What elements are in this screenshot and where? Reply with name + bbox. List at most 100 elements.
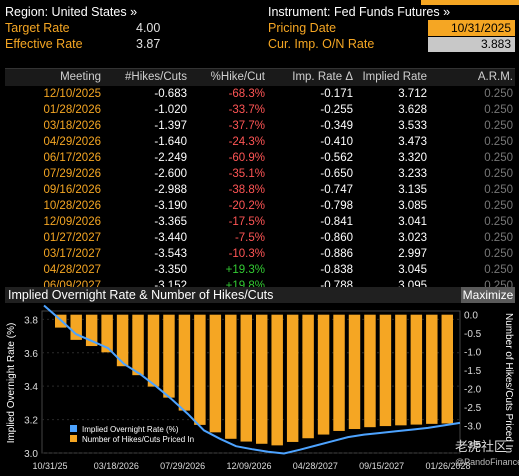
table-cell: 0.250: [484, 184, 513, 196]
table-cell: 2.997: [398, 248, 427, 260]
table-row[interactable]: 10/28/2026 -3.190 -20.2% -0.798 3.085 0.250: [5, 198, 515, 214]
table-cell: -3.190: [154, 200, 187, 212]
chart-title-bar: Implied Overnight Rate & Number of Hikes…: [5, 287, 515, 303]
trade-overrides-banner[interactable]: [421, 0, 519, 5]
chart-bar: [271, 314, 283, 446]
chart-bar: [286, 314, 299, 442]
table-row[interactable]: 07/29/2026 -2.600 -35.1% -0.650 3.233 0.250: [5, 166, 515, 182]
y-left-label: Implied Overnight Rate (%): [6, 323, 17, 444]
table-row[interactable]: 09/16/2026 -2.988 -38.8% -0.747 3.135 0.250: [5, 182, 515, 198]
chart-bar: [410, 314, 423, 425]
table-cell: 3.023: [398, 232, 427, 244]
table-cell: -0.650: [320, 168, 353, 180]
table-cell: -60.9%: [228, 152, 265, 164]
chart-bar: [395, 314, 407, 426]
y-right-tick: -1.0: [464, 348, 482, 359]
table-cell: 0.250: [484, 120, 513, 132]
col-implied-rate[interactable]: Implied Rate: [362, 71, 427, 83]
table-row[interactable]: 06/17/2026 -2.249 -60.9% -0.562 3.320 0.250: [5, 150, 515, 166]
table-cell: -0.255: [320, 104, 353, 116]
table-cell: -35.1%: [228, 168, 265, 180]
instrument-selector[interactable]: Instrument: Fed Funds Futures »: [268, 5, 451, 19]
legend-label: Implied Overnight Rate (%): [82, 425, 179, 434]
table-cell: -1.397: [154, 120, 187, 132]
chart-bar: [379, 314, 392, 427]
table-cell: -3.365: [154, 216, 187, 228]
table-cell: 06/09/2027: [43, 280, 101, 287]
table-cell: 04/28/2027: [43, 264, 101, 276]
table-cell: 09/16/2026: [43, 184, 101, 196]
target-rate-value: 4.00: [136, 21, 161, 35]
chart-bar: [194, 314, 206, 425]
x-tick: 04/28/2027: [293, 461, 338, 471]
col-hikes-cuts[interactable]: #Hikes/Cuts: [125, 71, 187, 83]
y-right-tick: -3.5: [464, 440, 482, 451]
watermark-handle: @PandoFinance: [455, 457, 519, 467]
table-cell: -0.841: [320, 216, 353, 228]
col-arm[interactable]: A.R.M.: [477, 71, 513, 83]
chart-bar: [132, 314, 144, 376]
table-row[interactable]: 03/18/2026 -1.397 -37.7% -0.349 3.533 0.250: [5, 118, 515, 134]
col-pct-hike-cut[interactable]: %Hike/Cut: [210, 71, 265, 83]
col-imp-rate-delta[interactable]: Imp. Rate Δ: [292, 71, 353, 83]
table-cell: -38.8%: [228, 184, 265, 196]
table-row[interactable]: 01/27/2027 -3.440 -7.5% -0.860 3.023 0.250: [5, 230, 515, 246]
maximize-button[interactable]: Maximize: [461, 287, 515, 303]
table-cell: -24.3%: [228, 136, 265, 148]
legend-swatch-bars: [70, 435, 77, 442]
chart-bar: [209, 314, 222, 433]
chart-bar: [302, 314, 314, 439]
y-left-tick: 3.4: [24, 382, 38, 393]
target-rate-label: Target Rate: [5, 21, 70, 35]
table-cell: 0.250: [484, 264, 513, 276]
table-cell: -0.838: [320, 264, 353, 276]
table-cell: -3.350: [154, 264, 187, 276]
x-tick: 12/09/2026: [226, 461, 271, 471]
chart-bar: [333, 314, 345, 431]
table-cell: -0.349: [320, 120, 353, 132]
table-row[interactable]: 12/09/2026 -3.365 -17.5% -0.841 3.041 0.250: [5, 214, 515, 230]
x-tick: 03/18/2026: [94, 461, 139, 471]
chart-bar: [116, 314, 129, 367]
y-left-tick: 3.8: [24, 315, 38, 326]
table-header: Meeting #Hikes/Cuts %Hike/Cut Imp. Rate …: [5, 69, 515, 86]
table-row[interactable]: 06/09/2027 -3.152 +19.8% -0.788 3.095 0.250: [5, 278, 515, 287]
table-cell: +19.8%: [225, 280, 265, 287]
table-cell: 0.250: [484, 232, 513, 244]
x-tick: 09/15/2027: [359, 461, 404, 471]
chart-bar: [101, 314, 113, 353]
cur-imp-rate-value[interactable]: 3.883: [428, 37, 515, 52]
pricing-date-input[interactable]: 10/31/2025: [428, 20, 515, 36]
y-right-tick: -2.5: [464, 403, 482, 414]
table-cell: 3.233: [398, 168, 427, 180]
region-selector[interactable]: Region: United States »: [5, 5, 138, 19]
x-tick: 01/26/2028: [425, 461, 470, 471]
table-cell: -0.410: [320, 136, 353, 148]
table-cell: -0.562: [320, 152, 353, 164]
col-meeting[interactable]: Meeting: [60, 71, 101, 83]
y-left-tick: 3.2: [24, 416, 38, 427]
table-cell: -2.988: [154, 184, 187, 196]
table-cell: -0.171: [320, 88, 353, 100]
chart-bar: [147, 314, 160, 387]
table-cell: 0.250: [484, 104, 513, 116]
table-cell: -33.7%: [228, 104, 265, 116]
table-cell: 0.250: [484, 88, 513, 100]
chart-bar: [348, 314, 361, 430]
watermark: 老虎社区: [455, 439, 508, 454]
x-tick: 10/31/25: [32, 461, 67, 471]
table-cell: 3.135: [398, 184, 427, 196]
table-cell: -3.152: [154, 280, 187, 287]
table-row[interactable]: 03/17/2027 -3.543 -10.3% -0.886 2.997 0.250: [5, 246, 515, 262]
table-cell: -0.860: [320, 232, 353, 244]
table-cell: 0.250: [484, 168, 513, 180]
table-cell: 04/29/2026: [43, 136, 101, 148]
table-row[interactable]: 04/28/2027 -3.350 +19.3% -0.838 3.045 0.250: [5, 262, 515, 278]
table-cell: -0.683: [154, 88, 187, 100]
table-row[interactable]: 04/29/2026 -1.640 -24.3% -0.410 3.473 0.250: [5, 134, 515, 150]
table-row[interactable]: 01/28/2026 -1.020 -33.7% -0.255 3.628 0.250: [5, 102, 515, 118]
table-cell: -0.788: [320, 280, 353, 287]
legend-swatch-line: [70, 425, 77, 432]
table-cell: -68.3%: [228, 88, 265, 100]
table-row[interactable]: 12/10/2025 -0.683 -68.3% -0.171 3.712 0.250: [5, 86, 515, 102]
